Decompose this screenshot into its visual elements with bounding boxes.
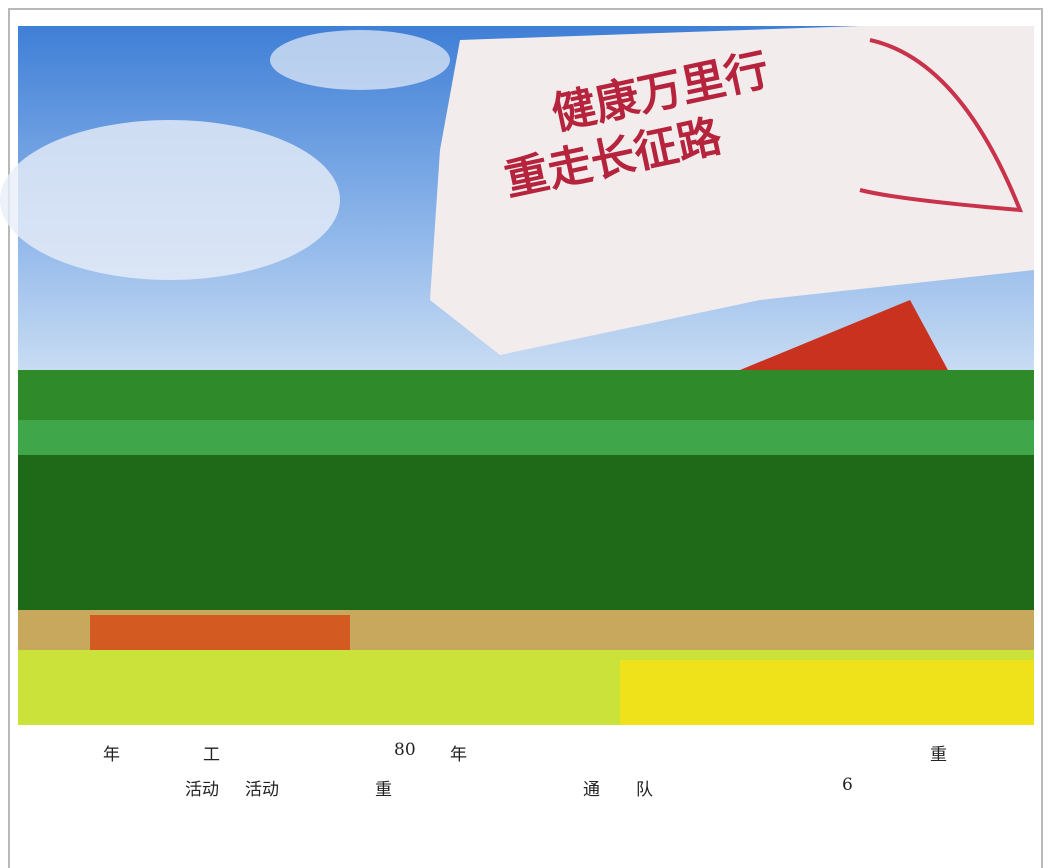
caption-text: 通 bbox=[583, 780, 600, 800]
caption-text: 活动 bbox=[245, 780, 279, 800]
yellow-patch bbox=[620, 660, 1034, 725]
cloud bbox=[0, 120, 340, 280]
buildings-band bbox=[18, 420, 1034, 455]
cloud bbox=[270, 30, 450, 90]
caption-text: 活动 bbox=[185, 780, 219, 800]
route-line bbox=[859, 38, 1024, 213]
crowd-band bbox=[18, 455, 1034, 610]
white-flag bbox=[430, 26, 1034, 355]
caption-text: 重 bbox=[930, 745, 947, 765]
caption-text: 工 bbox=[203, 745, 220, 765]
banner bbox=[90, 615, 350, 650]
caption-text: 队 bbox=[636, 780, 653, 800]
caption-text: 6 bbox=[842, 775, 853, 795]
caption-text: 80 bbox=[394, 740, 416, 760]
caption-text: 年 bbox=[450, 745, 467, 765]
caption-text: 年 bbox=[103, 745, 120, 765]
page-frame bbox=[8, 8, 1043, 868]
caption-text: 重 bbox=[375, 780, 392, 800]
